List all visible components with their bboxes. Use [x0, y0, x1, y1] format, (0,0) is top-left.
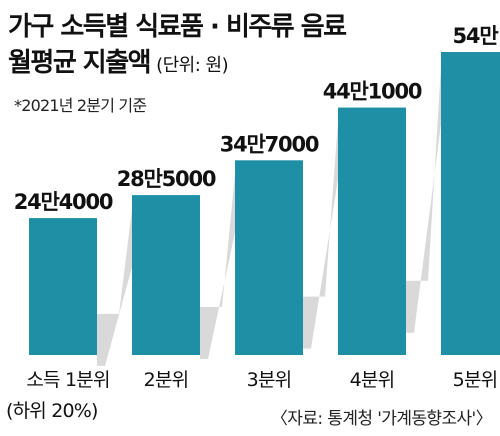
- value-label-5: 54만: [453, 24, 499, 48]
- bar-4: [338, 107, 406, 355]
- category-label-4: 4분위: [350, 369, 395, 391]
- value-label-4: 44만1000: [323, 80, 422, 104]
- bar-5: [441, 52, 500, 355]
- source-note: 〈자료: 통계청 '가계동향조사'〉: [270, 409, 493, 429]
- category-label-1: 소득 1분위: [26, 369, 109, 391]
- category-label-2: 2분위: [144, 369, 189, 391]
- category-label-3: 3분위: [247, 369, 292, 391]
- value-label-1: 24만4000: [14, 190, 113, 214]
- bar-1: [29, 218, 97, 355]
- bar-3: [235, 160, 303, 355]
- reference-note: *2021년 2분기 기준: [14, 96, 147, 115]
- value-label-3: 34만7000: [220, 132, 319, 156]
- chart-title-line1: 가구 소득별 식료품 · 비주류 음료: [8, 12, 347, 42]
- chart-title-text: 월평균 지출액: [8, 48, 152, 78]
- category-label-5: 5분위: [453, 369, 498, 391]
- category-sublabel-1: (하위 20%): [6, 400, 98, 422]
- chart-title-line2: 월평균 지출액 (단위: 원): [8, 42, 229, 79]
- unit-label: (단위: 원): [156, 55, 229, 76]
- value-label-2: 28만5000: [117, 167, 216, 191]
- bar-2: [132, 195, 200, 355]
